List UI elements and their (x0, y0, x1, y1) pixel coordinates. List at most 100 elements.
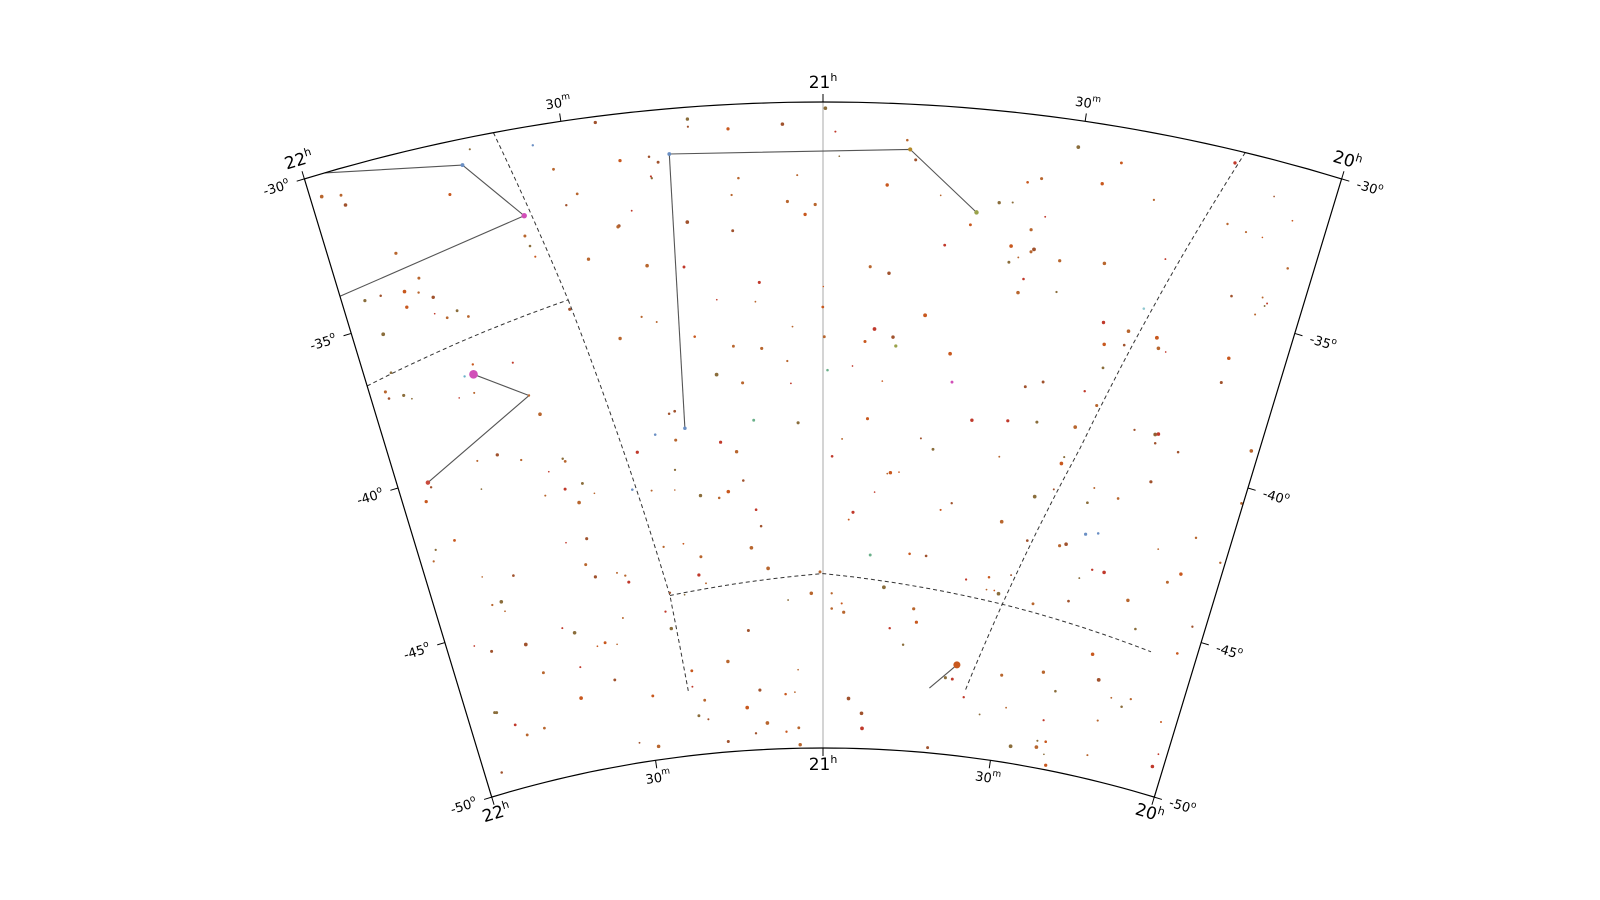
faint-star (1058, 544, 1062, 548)
faint-star (868, 265, 872, 269)
faint-star (513, 723, 517, 727)
faint-star (1273, 195, 1275, 198)
faint-star (765, 721, 770, 725)
faint-star (586, 257, 591, 261)
faint-star (780, 122, 785, 126)
faint-star (1058, 259, 1062, 263)
faint-star (1023, 385, 1027, 389)
faint-star (673, 468, 677, 472)
faint-star (1249, 449, 1254, 453)
faint-star (1090, 568, 1094, 572)
faint-star (999, 519, 1004, 524)
faint-star (997, 201, 1001, 205)
faint-star (343, 203, 348, 207)
faint-star (1175, 652, 1179, 655)
ra-tick-label: 30m (974, 766, 1002, 788)
star (631, 488, 634, 491)
ra-tick-label: 20h (1133, 798, 1167, 827)
faint-star (1100, 182, 1104, 186)
constellation-line (427, 373, 531, 484)
faint-star (1149, 480, 1153, 484)
faint-star (746, 629, 750, 632)
faint-star (1035, 420, 1039, 424)
faint-star (939, 508, 942, 511)
faint-star (1032, 247, 1036, 252)
faint-star (798, 742, 802, 747)
faint-star (417, 276, 421, 280)
faint-star (577, 500, 581, 505)
ra-tick (1084, 113, 1087, 122)
faint-star (1000, 673, 1004, 677)
faint-star (673, 409, 677, 413)
faint-star (568, 307, 572, 311)
faint-star (593, 120, 597, 125)
faint-star (840, 602, 843, 605)
faint-star (754, 508, 758, 512)
dec-tick-label: -35o (1308, 330, 1339, 354)
faint-star (565, 204, 568, 207)
faint-star (1042, 719, 1045, 722)
faint-star (682, 265, 686, 269)
star (752, 418, 756, 422)
faint-star (1119, 161, 1123, 165)
faint-star (830, 592, 833, 595)
ra-tick-label: 21h (809, 753, 838, 775)
faint-star (1034, 745, 1039, 749)
faint-star (987, 575, 991, 579)
faint-star (785, 199, 789, 204)
faint-star (480, 488, 483, 490)
dec-tick (483, 796, 492, 800)
faint-star (846, 696, 851, 701)
faint-star (528, 244, 532, 248)
star (1227, 356, 1231, 361)
faint-star (742, 479, 745, 482)
dec-tick (1247, 487, 1256, 491)
faint-star (379, 294, 382, 298)
constellation-lines (324, 148, 977, 689)
faint-star (703, 698, 707, 702)
faint-star (1052, 488, 1055, 491)
faint-star (616, 571, 618, 574)
ra-tick-label: 22h (282, 145, 316, 174)
faint-star (791, 325, 794, 328)
star (974, 210, 979, 215)
faint-star (818, 570, 822, 574)
faint-star (1011, 201, 1014, 204)
faint-star (1126, 598, 1130, 603)
faint-star (873, 491, 876, 493)
dec-tick-label: -40o (355, 485, 386, 509)
constellation-boundary (669, 573, 1152, 653)
faint-star (534, 255, 537, 258)
faint-star (432, 560, 435, 563)
faint-star (561, 627, 564, 630)
faint-star (1110, 696, 1113, 699)
faint-star (1191, 625, 1194, 628)
faint-star (624, 574, 627, 577)
faint-star (860, 726, 864, 731)
faint-star (1102, 342, 1106, 347)
faint-star (1010, 574, 1013, 577)
faint-star (649, 175, 652, 178)
faint-star (339, 193, 343, 197)
faint-star (803, 212, 807, 217)
faint-star (593, 575, 597, 579)
faint-star (1095, 403, 1099, 408)
star (667, 152, 672, 156)
faint-star (978, 713, 981, 716)
star (653, 433, 657, 436)
faint-star (1005, 706, 1007, 709)
faint-star (1194, 536, 1198, 540)
faint-star (1086, 501, 1089, 505)
faint-star (1226, 222, 1229, 226)
faint-star (970, 418, 974, 422)
faint-star (621, 617, 624, 619)
faint-star (859, 711, 864, 716)
faint-star (1101, 320, 1106, 325)
faint-star (1093, 487, 1096, 489)
faint-star (584, 563, 588, 567)
faint-star (499, 600, 504, 604)
faint-star (754, 732, 758, 735)
faint-star (948, 351, 952, 356)
constellation-boundary (567, 299, 689, 691)
dec-tick-label: -50o (448, 794, 479, 818)
